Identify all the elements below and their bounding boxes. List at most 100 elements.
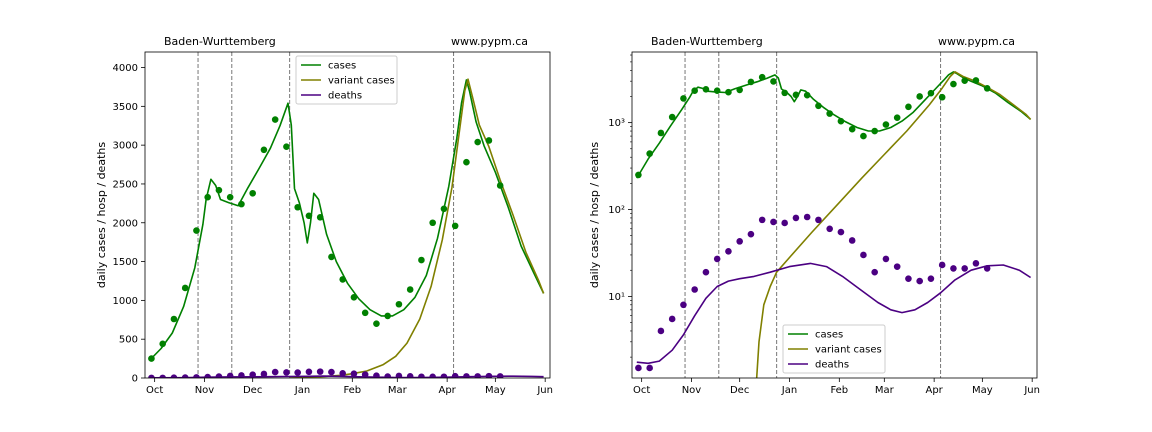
x-tick-label: Apr [438, 385, 456, 396]
deaths-data-point [294, 369, 301, 376]
x-tick-label: Jan [781, 385, 797, 396]
cases-data-point [451, 222, 459, 230]
cases-data-point [148, 355, 155, 362]
deaths-data-point [770, 218, 777, 226]
series-line-deaths [636, 262, 1032, 365]
deaths-data-point [646, 364, 653, 372]
deaths-data-point [983, 265, 991, 272]
x-tick-label: Dec [730, 385, 749, 396]
deaths-data-point [972, 260, 980, 267]
deaths-data-point [702, 268, 710, 276]
cases-data-point [316, 214, 324, 221]
deaths-data-point [170, 374, 178, 378]
cases-data-point [770, 78, 777, 85]
deaths-data-point [384, 373, 391, 378]
header-region: Baden-Wurttemberg [164, 35, 276, 48]
cases-data-point [271, 116, 279, 123]
cases-data-point [837, 117, 845, 125]
deaths-data-point [927, 275, 935, 282]
deaths-data-point [747, 230, 755, 238]
x-tick-label: May [972, 385, 993, 396]
x-tick-label: Oct [146, 385, 163, 396]
cases-data-point [429, 219, 436, 227]
deaths-data-point [725, 248, 732, 255]
cases-data-point [736, 86, 743, 94]
cases-data-point [260, 146, 268, 154]
cases-data-point [339, 276, 346, 283]
x-tick-label: Apr [925, 385, 943, 396]
cases-data-point [848, 125, 856, 133]
cases-data-point [950, 80, 957, 88]
deaths-data-point [305, 368, 313, 376]
deaths-data-point [249, 371, 256, 378]
deaths-data-point [193, 374, 200, 378]
cases-data-point [463, 158, 470, 166]
deaths-data-point [451, 372, 459, 378]
cases-data-point [373, 320, 380, 327]
deaths-data-point [238, 372, 245, 378]
cases-data-point [758, 73, 766, 81]
cases-data-point [249, 189, 256, 197]
deaths-data-point [440, 373, 448, 378]
legend-label: deaths [328, 91, 362, 102]
plot-frame [144, 51, 551, 379]
cases-data-point [691, 87, 698, 95]
cases-data-point [961, 77, 968, 84]
x-tick-label: Mar [388, 385, 408, 396]
cases-data-point [193, 227, 200, 234]
cases-data-point [680, 95, 687, 102]
deaths-data-point [837, 228, 845, 236]
cases-data-point [238, 200, 245, 208]
deaths-data-point [803, 213, 811, 221]
deaths-data-point [792, 214, 800, 222]
y-tick-label: 10² [608, 205, 625, 216]
cases-data-point [294, 203, 301, 211]
legend-label: cases [815, 330, 843, 341]
cases-data-point [938, 93, 946, 101]
deaths-data-point [882, 255, 890, 263]
deaths-data-point [905, 275, 912, 282]
x-tick-label: Feb [343, 385, 361, 396]
deaths-data-point [815, 216, 822, 224]
deaths-data-point [950, 265, 957, 272]
cases-data-point [781, 89, 788, 97]
header-region: Baden-Wurttemberg [651, 35, 763, 48]
cases-data-point [860, 132, 867, 140]
deaths-data-point [657, 327, 665, 335]
deaths-data-point [226, 372, 234, 378]
cases-data-point [215, 186, 223, 194]
y-tick-label: 3500 [113, 102, 138, 113]
cases-data-point [803, 91, 811, 99]
x-tick-label: Feb [830, 385, 848, 396]
y-tick-label: 2000 [113, 218, 138, 229]
cases-data-point [283, 143, 290, 150]
y-tick-label: 1000 [113, 296, 138, 307]
legend-label: variant cases [328, 76, 395, 87]
x-tick-label: Jun [1023, 385, 1040, 396]
y-tick-label: 0 [132, 374, 138, 385]
x-tick-label: Jun [536, 385, 553, 396]
deaths-data-point [361, 371, 369, 378]
y-tick-label: 1500 [113, 257, 138, 268]
cases-data-point [204, 193, 211, 201]
cases-data-point [972, 77, 980, 84]
deaths-data-point [429, 373, 436, 378]
cases-data-point [474, 138, 481, 146]
log-scale-chart: Baden-Wurttemberg www.pypm.ca daily case… [588, 35, 1040, 396]
cases-data-point [657, 129, 665, 137]
cases-data-point [792, 91, 800, 99]
deaths-data-point [148, 374, 155, 378]
deaths-data-point [848, 237, 856, 244]
deaths-data-point [635, 364, 642, 372]
deaths-data-point [328, 368, 335, 376]
deaths-data-point [350, 370, 358, 378]
linear-scale-chart: Baden-Wurttemberg www.pypm.ca daily case… [95, 35, 553, 396]
cases-data-point [305, 212, 313, 220]
legend-box [295, 55, 398, 105]
deaths-data-point [373, 372, 380, 378]
header-website: www.pypm.ca [451, 35, 528, 48]
cases-data-point [747, 78, 755, 86]
cases-data-point [927, 89, 935, 97]
legend: cases variant cases deaths [782, 324, 886, 374]
deaths-data-point [316, 368, 324, 375]
